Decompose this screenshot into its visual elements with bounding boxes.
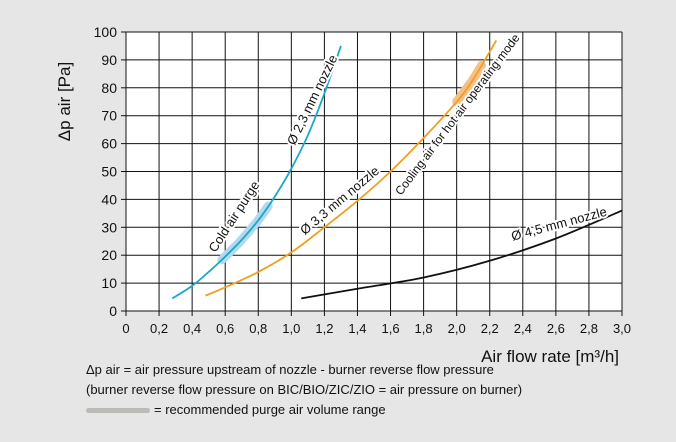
y-tick-label: 80 — [101, 80, 117, 96]
series-line-2 — [301, 209, 623, 300]
x-tick-label: 0,2 — [150, 321, 168, 336]
chart-notes: Δp air = air pressure upstream of nozzle… — [86, 360, 666, 420]
x-tick-label: 0,6 — [216, 321, 234, 336]
y-tick-label: 60 — [101, 136, 117, 152]
x-tick-label: 1,0 — [282, 321, 300, 336]
x-tick-label: 0,8 — [249, 321, 267, 336]
x-tick-label: 2,0 — [448, 321, 466, 336]
x-tick-label: 2,2 — [481, 321, 499, 336]
y-tick-label: 90 — [101, 52, 117, 68]
x-tick-label: 1,4 — [348, 321, 366, 336]
y-tick-label: 40 — [101, 191, 117, 207]
x-tick-label: 3,0 — [613, 321, 631, 336]
x-axis-title: Air flow rate [m³/h] — [481, 347, 619, 366]
series-line-0 — [171, 45, 342, 300]
y-tick-label: 50 — [101, 164, 117, 180]
x-tick-label: 2,4 — [514, 321, 532, 336]
y-tick-label: 10 — [101, 275, 117, 291]
y-tick-label: 20 — [101, 247, 117, 263]
x-tick-label: 0,4 — [183, 321, 201, 336]
note-reverse-flow: (burner reverse flow pressure on BIC/BIO… — [86, 382, 523, 397]
purge-range-legend-label: = recommended purge air volume range — [154, 402, 386, 417]
x-tick-label: 0 — [122, 321, 129, 336]
y-axis-title: Δp air [Pa] — [55, 62, 74, 141]
purge-range-legend: = recommended purge air volume range — [86, 400, 666, 420]
y-tick-label: 70 — [101, 108, 117, 124]
y-tick-label: 0 — [109, 303, 117, 319]
series-line-1 — [205, 39, 498, 297]
x-tick-label: 2,6 — [547, 321, 565, 336]
y-tick-label: 30 — [101, 219, 117, 235]
purge-range-swatch — [86, 407, 150, 413]
x-tick-label: 1,6 — [381, 321, 399, 336]
x-tick-label: 2,8 — [580, 321, 598, 336]
x-tick-label: 1,2 — [315, 321, 333, 336]
note-definition: Δp air = air pressure upstream of nozzle… — [86, 362, 494, 377]
y-tick-label: 100 — [94, 24, 118, 40]
x-tick-label: 1,8 — [415, 321, 433, 336]
